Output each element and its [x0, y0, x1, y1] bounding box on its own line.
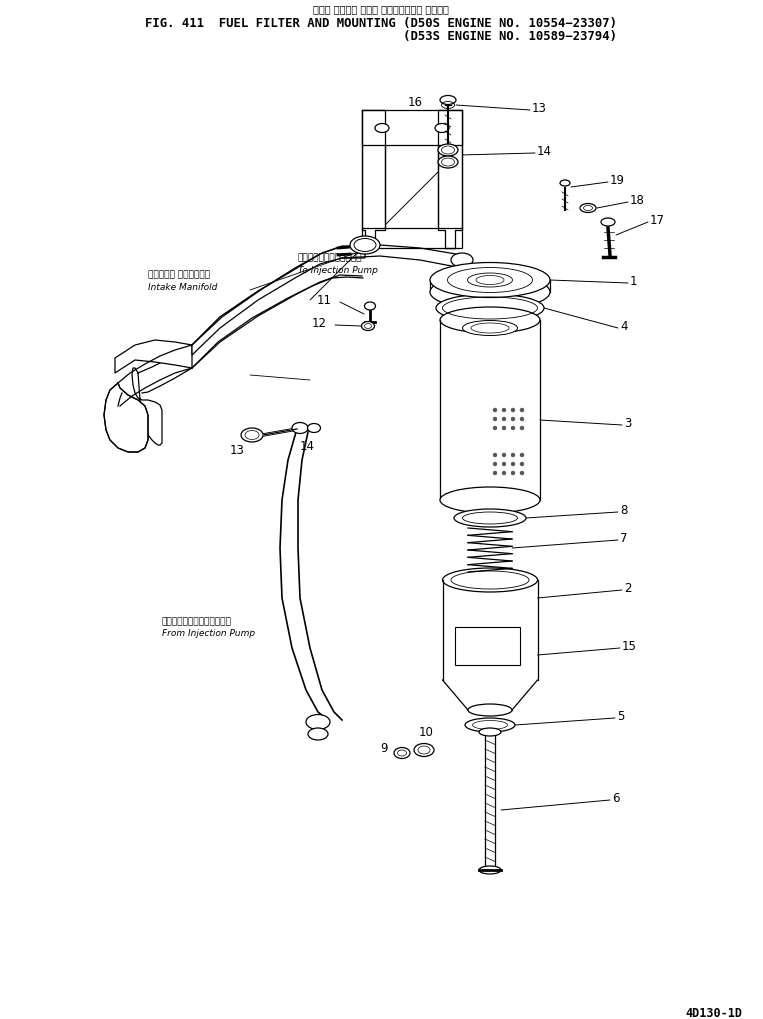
- Ellipse shape: [502, 426, 506, 430]
- Ellipse shape: [435, 123, 449, 132]
- Ellipse shape: [308, 728, 328, 740]
- Text: 13: 13: [230, 443, 245, 457]
- Ellipse shape: [307, 424, 320, 432]
- Text: FIG. 411  FUEL FILTER AND MOUNTING (D50S ENGINE NO. 10554−23307): FIG. 411 FUEL FILTER AND MOUNTING (D50S …: [145, 17, 617, 30]
- Polygon shape: [104, 383, 148, 452]
- Ellipse shape: [511, 417, 515, 421]
- Text: 8: 8: [620, 503, 627, 517]
- Polygon shape: [132, 368, 162, 445]
- Text: 17: 17: [650, 214, 665, 226]
- Text: (D53S ENGINE NO. 10589−23794): (D53S ENGINE NO. 10589−23794): [145, 30, 617, 43]
- Polygon shape: [362, 110, 385, 248]
- Text: 14: 14: [537, 145, 552, 158]
- Text: 19: 19: [610, 173, 625, 186]
- Ellipse shape: [454, 510, 526, 527]
- Ellipse shape: [438, 144, 458, 156]
- Text: 16: 16: [408, 96, 423, 108]
- Text: To Injection Pump: To Injection Pump: [298, 266, 378, 274]
- Ellipse shape: [440, 487, 540, 513]
- Text: 9: 9: [380, 742, 388, 754]
- Ellipse shape: [440, 96, 456, 105]
- Text: 2: 2: [624, 582, 632, 594]
- Text: 14: 14: [300, 439, 315, 452]
- Ellipse shape: [511, 453, 515, 457]
- Text: インジェクションポンプより: インジェクションポンプより: [162, 618, 232, 627]
- Ellipse shape: [465, 718, 515, 732]
- Text: 5: 5: [617, 709, 624, 722]
- Ellipse shape: [511, 471, 515, 475]
- Text: 15: 15: [622, 640, 637, 652]
- Polygon shape: [438, 110, 462, 248]
- Text: 12: 12: [312, 317, 327, 329]
- Ellipse shape: [394, 748, 410, 758]
- Ellipse shape: [436, 294, 544, 322]
- Text: 6: 6: [612, 792, 620, 804]
- Ellipse shape: [493, 471, 497, 475]
- Text: フエル フィルタ および マウンティング 適用番号: フエル フィルタ および マウンティング 適用番号: [313, 4, 449, 14]
- Text: 1: 1: [630, 274, 638, 287]
- Ellipse shape: [511, 408, 515, 412]
- Ellipse shape: [438, 156, 458, 168]
- Text: From Injection Pump: From Injection Pump: [162, 630, 255, 639]
- Ellipse shape: [430, 274, 550, 310]
- Ellipse shape: [502, 471, 506, 475]
- Ellipse shape: [560, 180, 570, 186]
- Ellipse shape: [493, 426, 497, 430]
- Text: 7: 7: [620, 532, 627, 544]
- Ellipse shape: [493, 408, 497, 412]
- Ellipse shape: [601, 218, 615, 226]
- Ellipse shape: [350, 236, 380, 254]
- Polygon shape: [192, 247, 365, 355]
- Ellipse shape: [479, 866, 501, 874]
- Ellipse shape: [520, 462, 524, 466]
- Ellipse shape: [493, 462, 497, 466]
- Text: 18: 18: [630, 194, 645, 207]
- Ellipse shape: [511, 426, 515, 430]
- Ellipse shape: [451, 253, 473, 267]
- Ellipse shape: [502, 453, 506, 457]
- Ellipse shape: [440, 307, 540, 333]
- Ellipse shape: [493, 417, 497, 421]
- Ellipse shape: [306, 714, 330, 730]
- Ellipse shape: [362, 322, 375, 330]
- Ellipse shape: [468, 704, 512, 716]
- Ellipse shape: [443, 568, 537, 592]
- Ellipse shape: [520, 471, 524, 475]
- Ellipse shape: [511, 462, 515, 466]
- Bar: [455, 627, 520, 665]
- Ellipse shape: [520, 426, 524, 430]
- Text: 4: 4: [620, 320, 627, 332]
- Ellipse shape: [580, 204, 596, 213]
- Ellipse shape: [241, 428, 263, 442]
- Ellipse shape: [462, 321, 517, 335]
- Ellipse shape: [414, 744, 434, 756]
- Ellipse shape: [520, 417, 524, 421]
- Ellipse shape: [502, 462, 506, 466]
- Ellipse shape: [502, 408, 506, 412]
- Ellipse shape: [430, 263, 550, 298]
- Text: インテーク マニホールド: インテーク マニホールド: [148, 270, 210, 279]
- Ellipse shape: [502, 417, 506, 421]
- Bar: [362, 228, 462, 248]
- Ellipse shape: [479, 728, 501, 736]
- Text: Intake Manifold: Intake Manifold: [148, 282, 217, 291]
- Text: 10: 10: [419, 726, 434, 739]
- Text: インジェクションポンプへ: インジェクションポンプへ: [298, 254, 362, 263]
- Ellipse shape: [520, 453, 524, 457]
- Text: 4D130-1D: 4D130-1D: [685, 1007, 742, 1019]
- Text: 13: 13: [532, 102, 547, 114]
- Ellipse shape: [493, 453, 497, 457]
- Ellipse shape: [292, 423, 308, 433]
- Ellipse shape: [468, 273, 513, 287]
- Text: 11: 11: [317, 293, 332, 307]
- Ellipse shape: [375, 123, 389, 132]
- Ellipse shape: [520, 408, 524, 412]
- Text: 3: 3: [624, 417, 631, 429]
- Ellipse shape: [365, 302, 375, 310]
- Bar: [362, 110, 462, 145]
- Polygon shape: [115, 340, 192, 373]
